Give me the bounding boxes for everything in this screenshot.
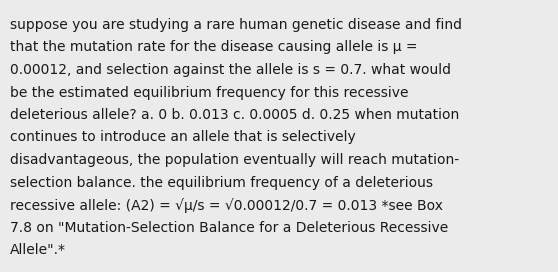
Text: Allele".*: Allele".* (10, 243, 66, 257)
Text: that the mutation rate for the disease causing allele is μ =: that the mutation rate for the disease c… (10, 41, 417, 54)
Text: deleterious allele? a. 0 b. 0.013 c. 0.0005 d. 0.25 when mutation: deleterious allele? a. 0 b. 0.013 c. 0.0… (10, 108, 459, 122)
Text: 7.8 on "Mutation-Selection Balance for a Deleterious Recessive: 7.8 on "Mutation-Selection Balance for a… (10, 221, 448, 234)
Text: be the estimated equilibrium frequency for this recessive: be the estimated equilibrium frequency f… (10, 85, 408, 100)
Text: selection balance. the equilibrium frequency of a deleterious: selection balance. the equilibrium frequ… (10, 175, 433, 190)
Text: disadvantageous, the population eventually will reach mutation-: disadvantageous, the population eventual… (10, 153, 459, 167)
Text: suppose you are studying a rare human genetic disease and find: suppose you are studying a rare human ge… (10, 18, 462, 32)
Text: recessive allele: (A2) = √μ/s = √0.00012/0.7 = 0.013 *see Box: recessive allele: (A2) = √μ/s = √0.00012… (10, 198, 443, 213)
Text: continues to introduce an allele that is selectively: continues to introduce an allele that is… (10, 131, 356, 144)
Text: 0.00012, and selection against the allele is s = 0.7. what would: 0.00012, and selection against the allel… (10, 63, 451, 77)
